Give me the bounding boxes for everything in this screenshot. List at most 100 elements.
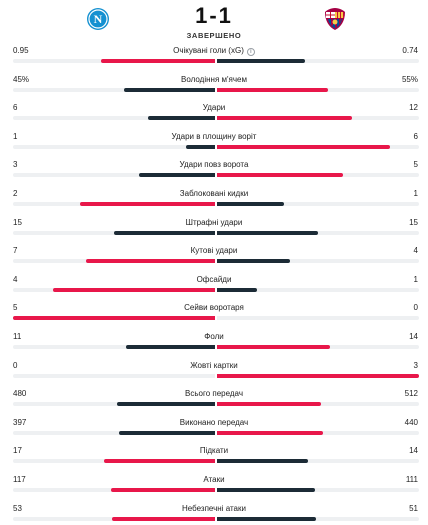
home-bar-fill	[53, 287, 215, 292]
stat-away-value: 111	[405, 474, 418, 484]
stat-row: 0.95 Очікувані голи (xG) i 0.74	[0, 42, 428, 71]
away-bar-track	[217, 344, 419, 349]
stat-home-value: 480	[13, 389, 27, 399]
stat-away-value: 14	[409, 331, 418, 341]
stat-row: 3 Удари повз ворота 5	[0, 156, 428, 185]
stat-home-value: 53	[13, 503, 22, 513]
stat-row: 53 Небезпечні атаки 51	[0, 500, 428, 525]
away-bar-fill	[217, 59, 306, 63]
stat-away-value: 12	[409, 103, 418, 113]
home-bar-fill	[111, 487, 215, 492]
stat-label: Жовті картки	[0, 361, 428, 370]
info-icon[interactable]: i	[246, 48, 255, 56]
away-bar-fill	[217, 487, 316, 492]
away-bar-track	[217, 173, 419, 178]
stat-label: Підкати	[0, 446, 428, 455]
stat-label-text: Штрафні удари	[185, 217, 243, 227]
home-bar-fill	[124, 87, 215, 92]
home-bar-track	[13, 230, 215, 235]
away-bar-fill	[217, 430, 324, 435]
stat-home-value: 45%	[13, 74, 30, 84]
stat-label: Володіння м'ячем	[0, 75, 428, 84]
stat-label: Заблоковані кидки	[0, 189, 428, 198]
stat-label: Офсайди	[0, 275, 428, 284]
home-bar-fill	[114, 230, 215, 235]
home-bar-track	[13, 402, 215, 407]
home-bar-fill	[80, 201, 215, 206]
svg-text:N: N	[94, 12, 103, 26]
away-bar-track	[217, 516, 419, 521]
stat-home-value: 2	[13, 188, 18, 198]
stat-label: Небезпечні атаки	[0, 504, 428, 513]
stat-away-value: 3	[413, 360, 418, 370]
away-bar-fill	[217, 173, 344, 178]
stat-label: Всього передач	[0, 389, 428, 398]
home-bar-fill	[13, 316, 215, 321]
stat-label: Удари в площину воріт	[0, 132, 428, 141]
stat-away-value: 15	[409, 217, 418, 227]
home-bar-fill	[186, 144, 215, 149]
stat-label: Удари	[0, 103, 428, 112]
stat-label: Удари повз ворота	[0, 160, 428, 169]
home-bar-fill	[139, 173, 215, 178]
stat-label-text: Підкати	[199, 446, 229, 456]
away-bar-fill	[217, 116, 352, 121]
barcelona-crest-icon[interactable]	[323, 7, 347, 31]
home-bar-fill	[117, 402, 215, 407]
home-bar-fill	[104, 459, 215, 464]
away-bar-fill	[217, 516, 317, 521]
stat-away-value: 0.74	[402, 46, 418, 55]
away-bar-track	[217, 287, 419, 292]
stat-label-text: Удари в площину воріт	[171, 131, 257, 141]
home-bar-track	[13, 316, 215, 321]
stat-label: Штрафні удари	[0, 218, 428, 227]
away-bar-fill	[217, 144, 391, 149]
home-bar-track	[13, 344, 215, 349]
stat-row: 4 Офсайди 1	[0, 271, 428, 300]
home-bar-track	[13, 116, 215, 121]
home-bar-track	[13, 144, 215, 149]
home-bar-track	[13, 59, 215, 63]
match-header: N 1-1 ЗАВЕРШЕНО	[0, 0, 428, 42]
stat-row: 0 Жовті картки 3	[0, 357, 428, 386]
stat-label-text: Заблоковані кидки	[179, 188, 249, 198]
napoli-crest-icon[interactable]: N	[86, 7, 110, 31]
away-bar-track	[217, 316, 419, 321]
stat-label-text: Офсайди	[196, 274, 232, 284]
home-bar-track	[13, 173, 215, 178]
home-bar-fill	[86, 259, 215, 264]
away-bar-track	[217, 59, 419, 63]
home-bar-track	[13, 459, 215, 464]
stat-label: Фоли	[0, 332, 428, 341]
away-bar-fill	[217, 459, 309, 464]
stat-label: Кутові удари	[0, 246, 428, 255]
stat-home-value: 11	[13, 331, 22, 341]
stat-row: 2 Заблоковані кидки 1	[0, 185, 428, 214]
stat-away-value: 1	[413, 188, 418, 198]
stat-home-value: 4	[13, 274, 18, 284]
away-bar-fill	[217, 287, 258, 292]
away-bar-track	[217, 430, 419, 435]
stat-row: 117 Атаки 111	[0, 471, 428, 500]
stat-home-value: 5	[13, 303, 18, 313]
stat-label: Атаки	[0, 475, 428, 484]
away-bar-fill	[217, 373, 419, 378]
away-bar-track	[217, 201, 419, 206]
stat-home-value: 1	[13, 131, 18, 141]
stat-home-value: 0	[13, 360, 18, 370]
home-bar-track	[13, 430, 215, 435]
stat-row: 17 Підкати 14	[0, 442, 428, 471]
stat-home-value: 3	[13, 160, 18, 170]
away-bar-track	[217, 373, 419, 378]
stat-row: 7 Кутові удари 4	[0, 242, 428, 271]
away-bar-track	[217, 230, 419, 235]
stat-home-value: 7	[13, 246, 18, 256]
stat-label: Сейви воротаря	[0, 303, 428, 312]
stat-home-value: 397	[13, 417, 27, 427]
stat-row: 1 Удари в площину воріт 6	[0, 128, 428, 157]
match-score: 1-1	[195, 3, 233, 28]
stat-row: 11 Фоли 14	[0, 328, 428, 357]
stat-away-value: 51	[409, 503, 418, 513]
stat-away-value: 4	[413, 246, 418, 256]
away-bar-fill	[217, 344, 331, 349]
